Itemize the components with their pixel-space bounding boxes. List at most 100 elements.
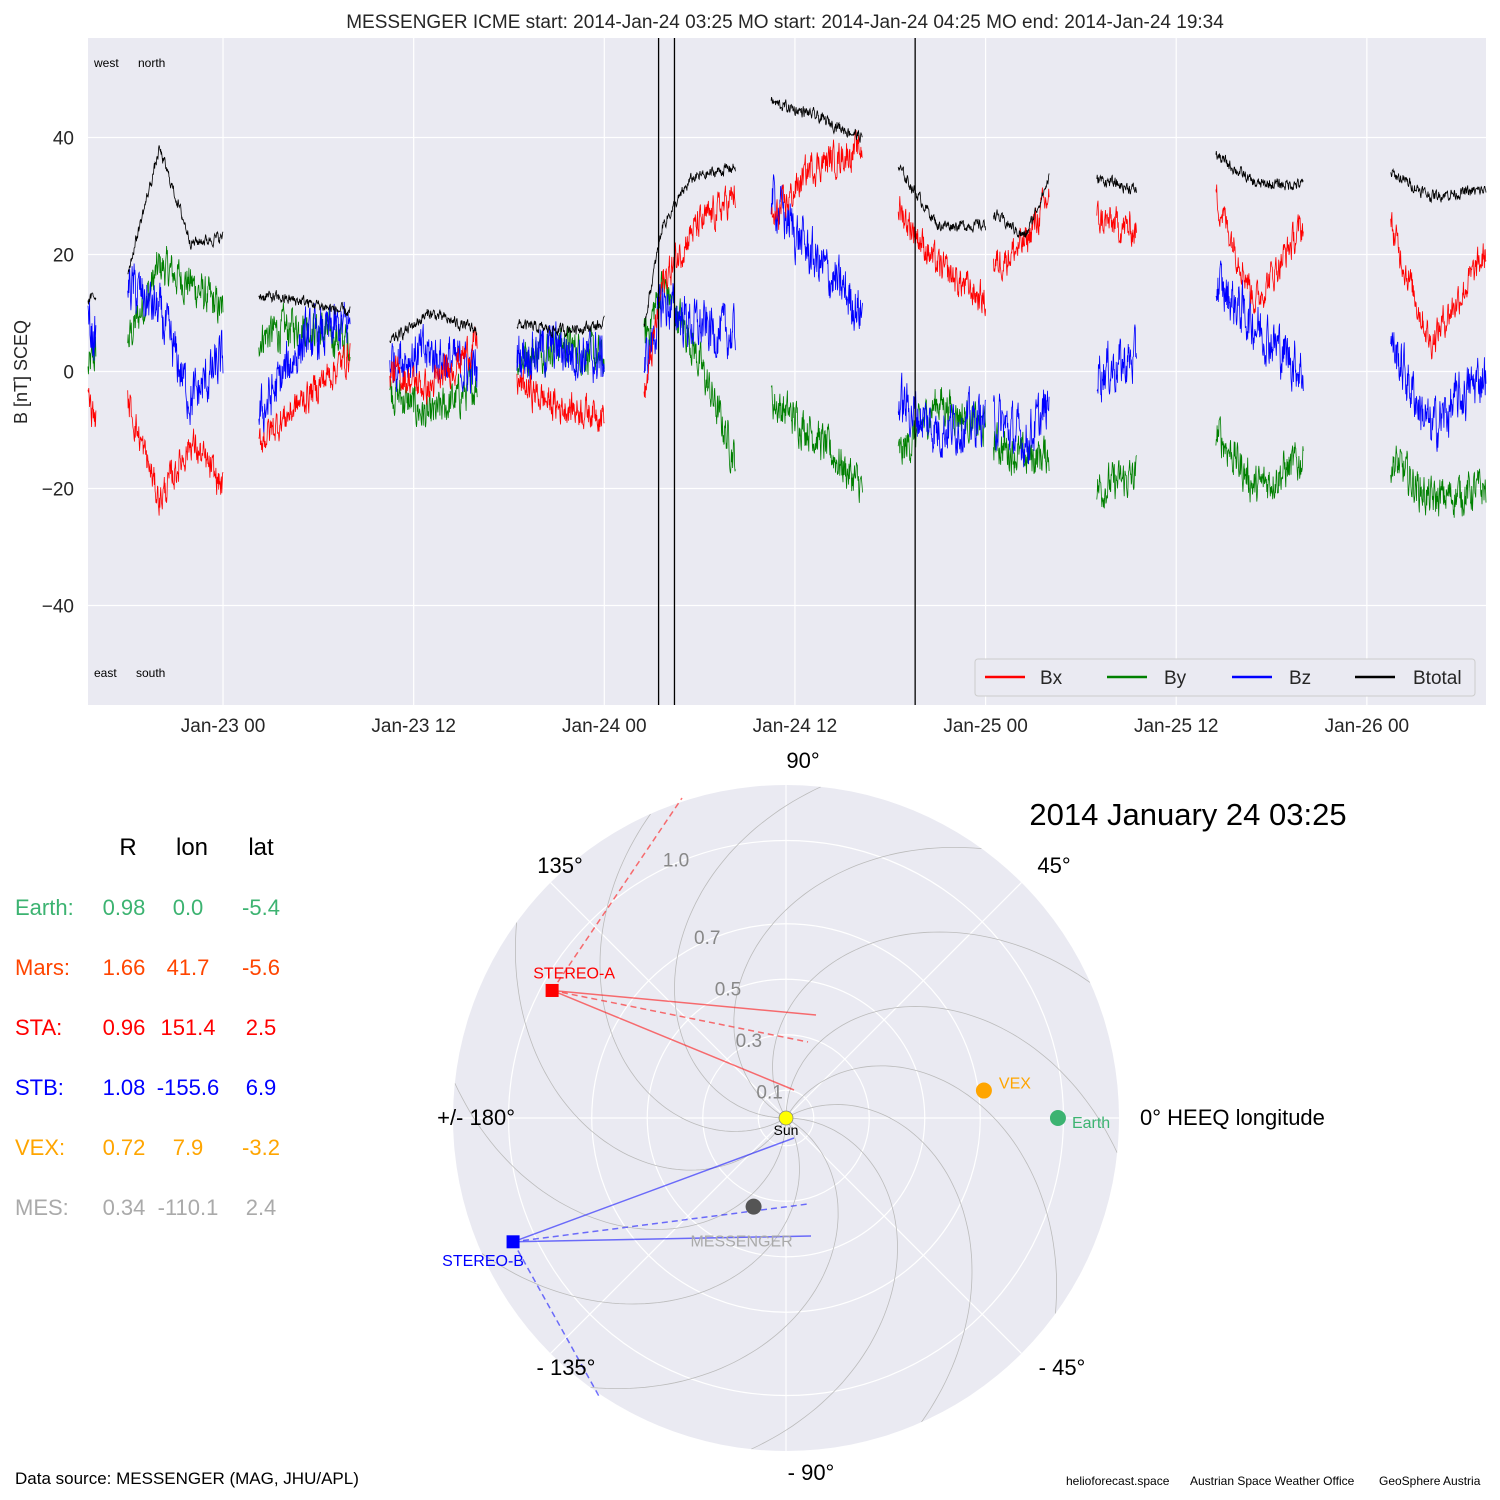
table-cell-lon: -155.6: [157, 1075, 219, 1100]
spacecraft-lines: [512, 797, 817, 1399]
table-cell-r: 1.66: [103, 955, 146, 980]
legend-label-bz: Bz: [1289, 668, 1311, 689]
parker-spiral: [674, 786, 821, 1119]
y-tick-label: 0: [63, 363, 74, 384]
parker-spiral: [733, 847, 982, 1119]
bodies: Sun VEX Earth STEREO-A STEREO-B MESSENGER: [442, 965, 1110, 1269]
parker-spiral: [751, 1117, 898, 1450]
body-label-stereo-a: STEREO-A: [533, 965, 615, 982]
table-cell-lon: 151.4: [160, 1015, 215, 1040]
angle-label-90: 90°: [786, 748, 819, 773]
y-tick-label: −40: [42, 597, 74, 618]
radial-tick-label: 0.5: [715, 979, 741, 1000]
radial-tick-label: 1.0: [663, 851, 689, 872]
timeseries-panel: −40 −20 0 20 40 Jan-23 00 Jan-23 12 Jan-24 00 Ja…: [11, 12, 1487, 737]
parker-spiral: [785, 1006, 1118, 1153]
table-cell-lat: -3.2: [242, 1135, 280, 1160]
parker-spiral: [599, 813, 787, 1132]
stereo-a-fov-dashed-outer: [551, 797, 683, 991]
legend: Bx By Bz Btotal: [974, 658, 1476, 697]
stereo-b-fov-line: [513, 1235, 812, 1243]
table-cell-lon: 7.9: [173, 1135, 204, 1160]
angle-label-minus-135: - 135°: [537, 1355, 596, 1380]
table-cell-lat: -5.6: [242, 955, 280, 980]
x-tick-label: Jan-23 00: [181, 716, 266, 737]
series-line-bx: [87, 130, 1487, 516]
angle-label-0: 0° HEEQ longitude: [1140, 1105, 1325, 1130]
polar-panel: 0.1 0.3 0.5 0.7 1.0 Sun VEX Earth STEREO-A STERE…: [437, 748, 1346, 1485]
angle-label-minus-45: - 45°: [1039, 1355, 1086, 1380]
radial-tick-label: 0.3: [736, 1031, 762, 1052]
body-label-messenger: MESSENGER: [690, 1234, 792, 1251]
y-tick-label: 40: [53, 128, 74, 149]
parker-spiral: [772, 931, 1091, 1119]
timeseries-grid: [88, 38, 1486, 705]
angular-gridline: [550, 882, 787, 1119]
table-header: R: [119, 834, 136, 861]
parker-spiral: [590, 1117, 839, 1389]
corner-label-north: north: [138, 56, 165, 70]
table-cell-lat: -5.4: [242, 895, 280, 920]
parker-spiral: [785, 1065, 1057, 1314]
body-marker-earth: [1049, 1110, 1066, 1126]
credit-geosphere: GeoSphere Austria: [1379, 1474, 1481, 1488]
corner-label-east: east: [94, 666, 117, 680]
table-header: lon: [176, 834, 208, 861]
table-row-label: STA:: [15, 1015, 62, 1040]
timeseries-tick-labels: −40 −20 0 20 40 Jan-23 00 Jan-23 12 Jan-24 00 Ja…: [42, 128, 1409, 737]
body-label-sun: Sun: [774, 1122, 799, 1138]
table-cell-r: 0.72: [103, 1135, 146, 1160]
parker-spirals: [454, 786, 1118, 1450]
radial-tick-label: 0.1: [756, 1082, 782, 1103]
legend-label-btotal: Btotal: [1413, 668, 1462, 689]
angle-label-135: 135°: [537, 853, 583, 878]
table-cell-lat: 6.9: [246, 1075, 277, 1100]
legend-label-bx: Bx: [1040, 668, 1063, 689]
body-label-earth: Earth: [1072, 1115, 1110, 1132]
parker-spiral: [481, 1117, 800, 1305]
table-header: lat: [248, 834, 274, 861]
y-tick-label: 20: [53, 245, 74, 266]
table-cell-lon: -110.1: [158, 1195, 219, 1220]
table-cell-lon: 41.7: [167, 955, 210, 980]
corner-label-west: west: [93, 56, 119, 70]
body-marker-stereo-a: [545, 983, 559, 997]
radial-tick-labels: 0.1 0.3 0.5 0.7 1.0: [663, 851, 783, 1104]
body-label-vex: VEX: [999, 1076, 1031, 1093]
table-cell-lat: 2.4: [246, 1195, 277, 1220]
table-row-label: Earth:: [15, 895, 74, 920]
stereo-a-fov-line: [552, 989, 817, 1016]
angle-label-minus-90: - 90°: [788, 1460, 835, 1485]
x-tick-label: Jan-26 00: [1325, 716, 1410, 737]
legend-label-by: By: [1164, 668, 1187, 689]
angular-gridline: [785, 1117, 1022, 1354]
timeseries-lines: [87, 96, 1487, 518]
timeseries-title: MESSENGER ICME start: 2014-Jan-24 03:25 …: [346, 12, 1224, 33]
corner-label-south: south: [136, 666, 165, 680]
angle-label-180: +/- 180°: [437, 1105, 515, 1130]
body-label-stereo-b: STEREO-B: [442, 1253, 524, 1270]
x-tick-label: Jan-24 12: [753, 716, 838, 737]
body-marker-stereo-b: [506, 1235, 520, 1249]
table-row-label: Mars:: [15, 955, 70, 980]
angular-gridline: [785, 882, 1022, 1119]
table-row-label: VEX:: [15, 1135, 65, 1160]
table-cell-r: 0.34: [103, 1195, 146, 1220]
data-source-note: Data source: MESSENGER (MAG, JHU/APL): [15, 1469, 359, 1488]
event-markers: [657, 38, 916, 705]
parker-spiral: [454, 1083, 787, 1230]
body-marker-vex: [975, 1082, 992, 1099]
table-row-label: MES:: [15, 1195, 69, 1220]
y-tick-label: −20: [42, 480, 74, 501]
stereo-b-sun-line: [512, 1137, 795, 1243]
angular-gridline: [550, 1117, 787, 1354]
credit-helioforecast: helioforecast.space: [1066, 1474, 1170, 1488]
credit-aswo: Austrian Space Weather Office: [1190, 1474, 1355, 1488]
angle-label-45: 45°: [1037, 853, 1070, 878]
x-tick-label: Jan-24 00: [562, 716, 647, 737]
series-line-bz: [87, 174, 1487, 468]
stereo-a-fov-dashed: [551, 989, 809, 1043]
radial-tick-label: 0.7: [694, 928, 720, 949]
